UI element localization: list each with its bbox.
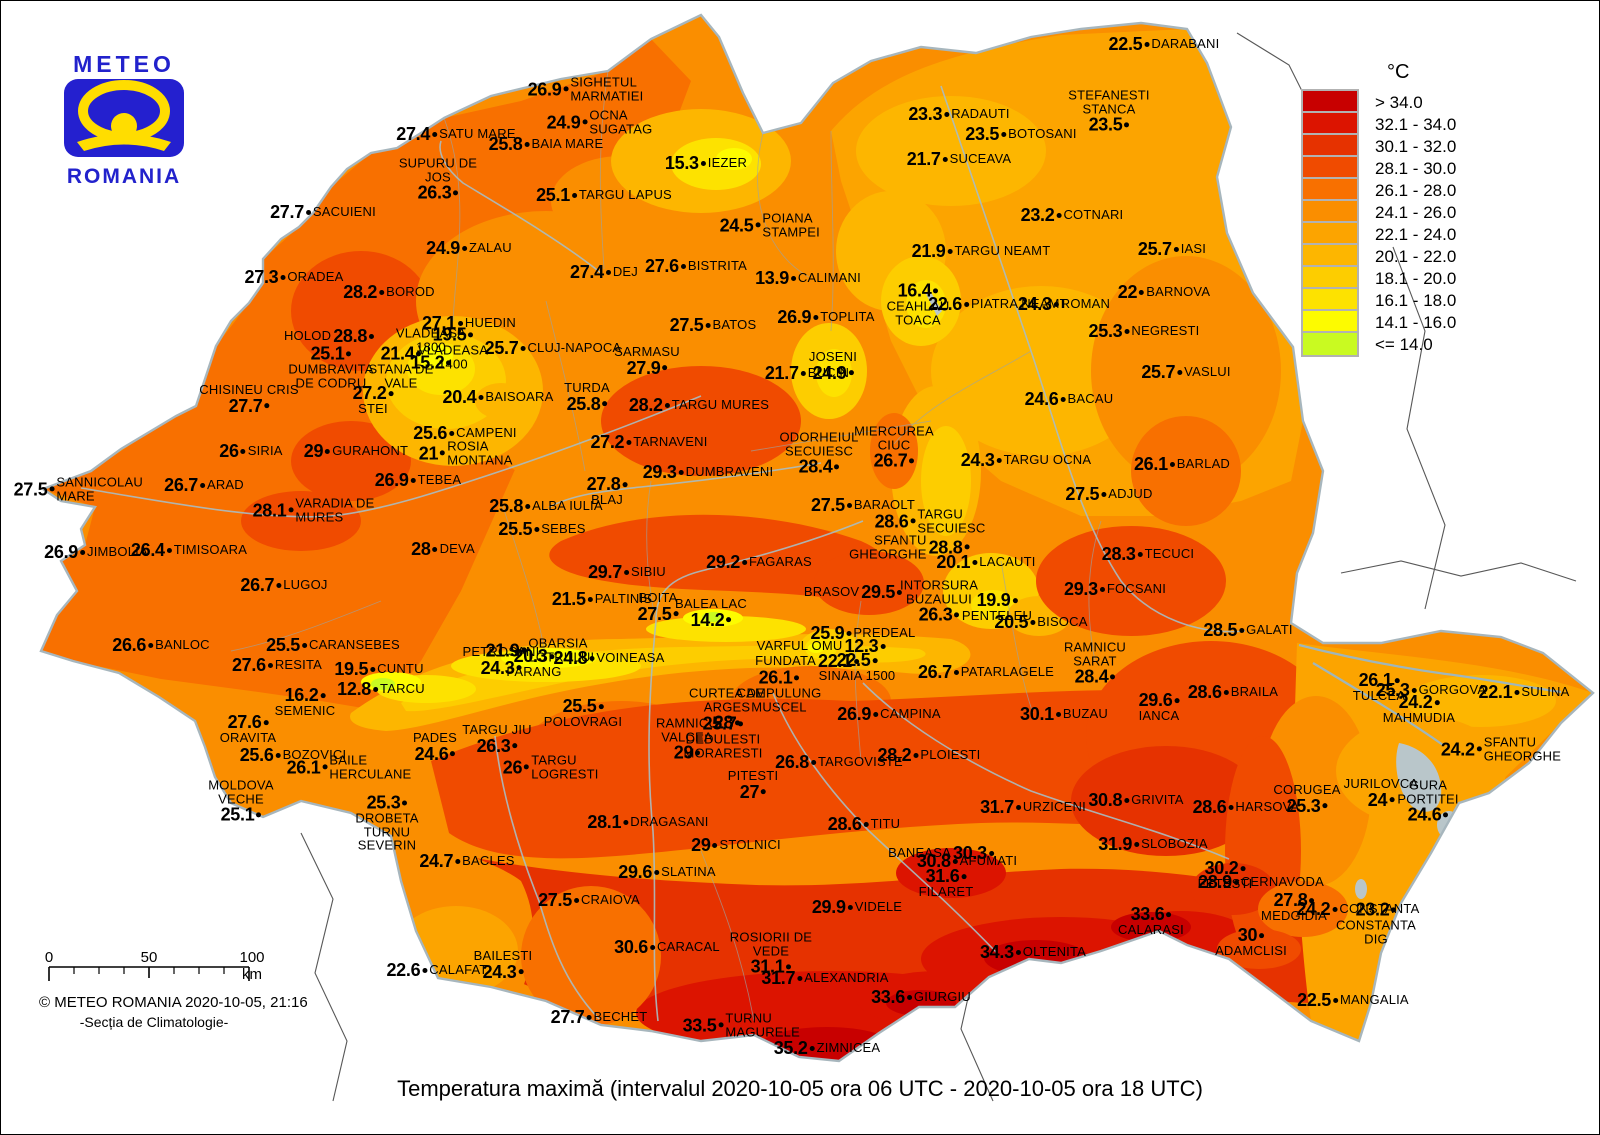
- legend-label: 30.1 - 32.0: [1375, 137, 1457, 156]
- map-title: Temperatura maximă (intervalul 2020-10-0…: [397, 1076, 1203, 1101]
- legend-swatch: [1301, 331, 1359, 357]
- scalebar-0: 0: [44, 949, 54, 966]
- legend-label: > 34.0: [1375, 93, 1423, 112]
- legend-row-2: 30.1 - 32.0: [1301, 133, 1457, 159]
- legend-row-11: <= 14.0: [1301, 331, 1456, 357]
- copyright-line: © METEO ROMANIA 2020-10-05, 21:16: [39, 994, 308, 1011]
- scalebar-graphic: [48, 966, 250, 981]
- scalebar-labels: 0 50 100 km: [39, 949, 269, 983]
- danube-delta-arms: [1298, 643, 1562, 746]
- department-line: -Secția de Climatologie-: [79, 1014, 229, 1030]
- legend-label: 16.1 - 18.0: [1375, 291, 1457, 310]
- legend-row-10: 14.1 - 16.0: [1301, 309, 1457, 335]
- legend-row-4: 26.1 - 28.0: [1301, 177, 1457, 203]
- legend-label: 24.1 - 26.0: [1375, 203, 1457, 222]
- legend-swatch: [1301, 243, 1359, 269]
- legend-row-0: > 34.0: [1301, 89, 1456, 115]
- legend-label: 26.1 - 28.0: [1375, 181, 1457, 200]
- legend-swatch: [1301, 133, 1359, 159]
- legend-label: 14.1 - 16.0: [1375, 313, 1457, 332]
- county-borders: [230, 70, 1102, 1022]
- scalebar-100: 100 km: [239, 949, 265, 983]
- scalebar-block: 0 50 100 km © METEO ROMANIA 2020-10-05, …: [39, 949, 308, 1030]
- meteo-romania-emblem-icon: [64, 79, 184, 157]
- legend-rows: > 34.0 32.1 - 34.0 30.1 - 32.0 28.1 - 30.0 2…: [1301, 89, 1457, 357]
- logo-text-romania: ROMANIA: [66, 165, 182, 188]
- legend-label: <= 14.0: [1375, 335, 1433, 354]
- legend-title: °C: [1387, 61, 1410, 83]
- legend-row-7: 20.1 - 22.0: [1301, 243, 1457, 269]
- legend-swatch: [1301, 177, 1359, 203]
- scalebar-50: 50: [140, 949, 158, 966]
- legend-swatch: [1301, 89, 1359, 115]
- logo-text-meteo: METEO: [73, 51, 175, 77]
- legend-row-9: 16.1 - 18.0: [1301, 287, 1457, 313]
- legend-label: 32.1 - 34.0: [1375, 115, 1457, 134]
- legend-row-5: 24.1 - 26.0: [1301, 199, 1457, 225]
- country-border: [39, 13, 1595, 1063]
- meteo-romania-logo: METEO ROMANIA: [59, 51, 189, 189]
- legend-label: 20.1 - 22.0: [1375, 247, 1457, 266]
- rivers: [80, 85, 1246, 1022]
- temperature-legend: °C > 34.0 32.1 - 34.0 30.1 - 32.0 28.1 - 30…: [1301, 61, 1457, 357]
- legend-label: 18.1 - 20.0: [1375, 269, 1457, 288]
- legend-label: 28.1 - 30.0: [1375, 159, 1457, 178]
- legend-label: 22.1 - 24.0: [1375, 225, 1457, 244]
